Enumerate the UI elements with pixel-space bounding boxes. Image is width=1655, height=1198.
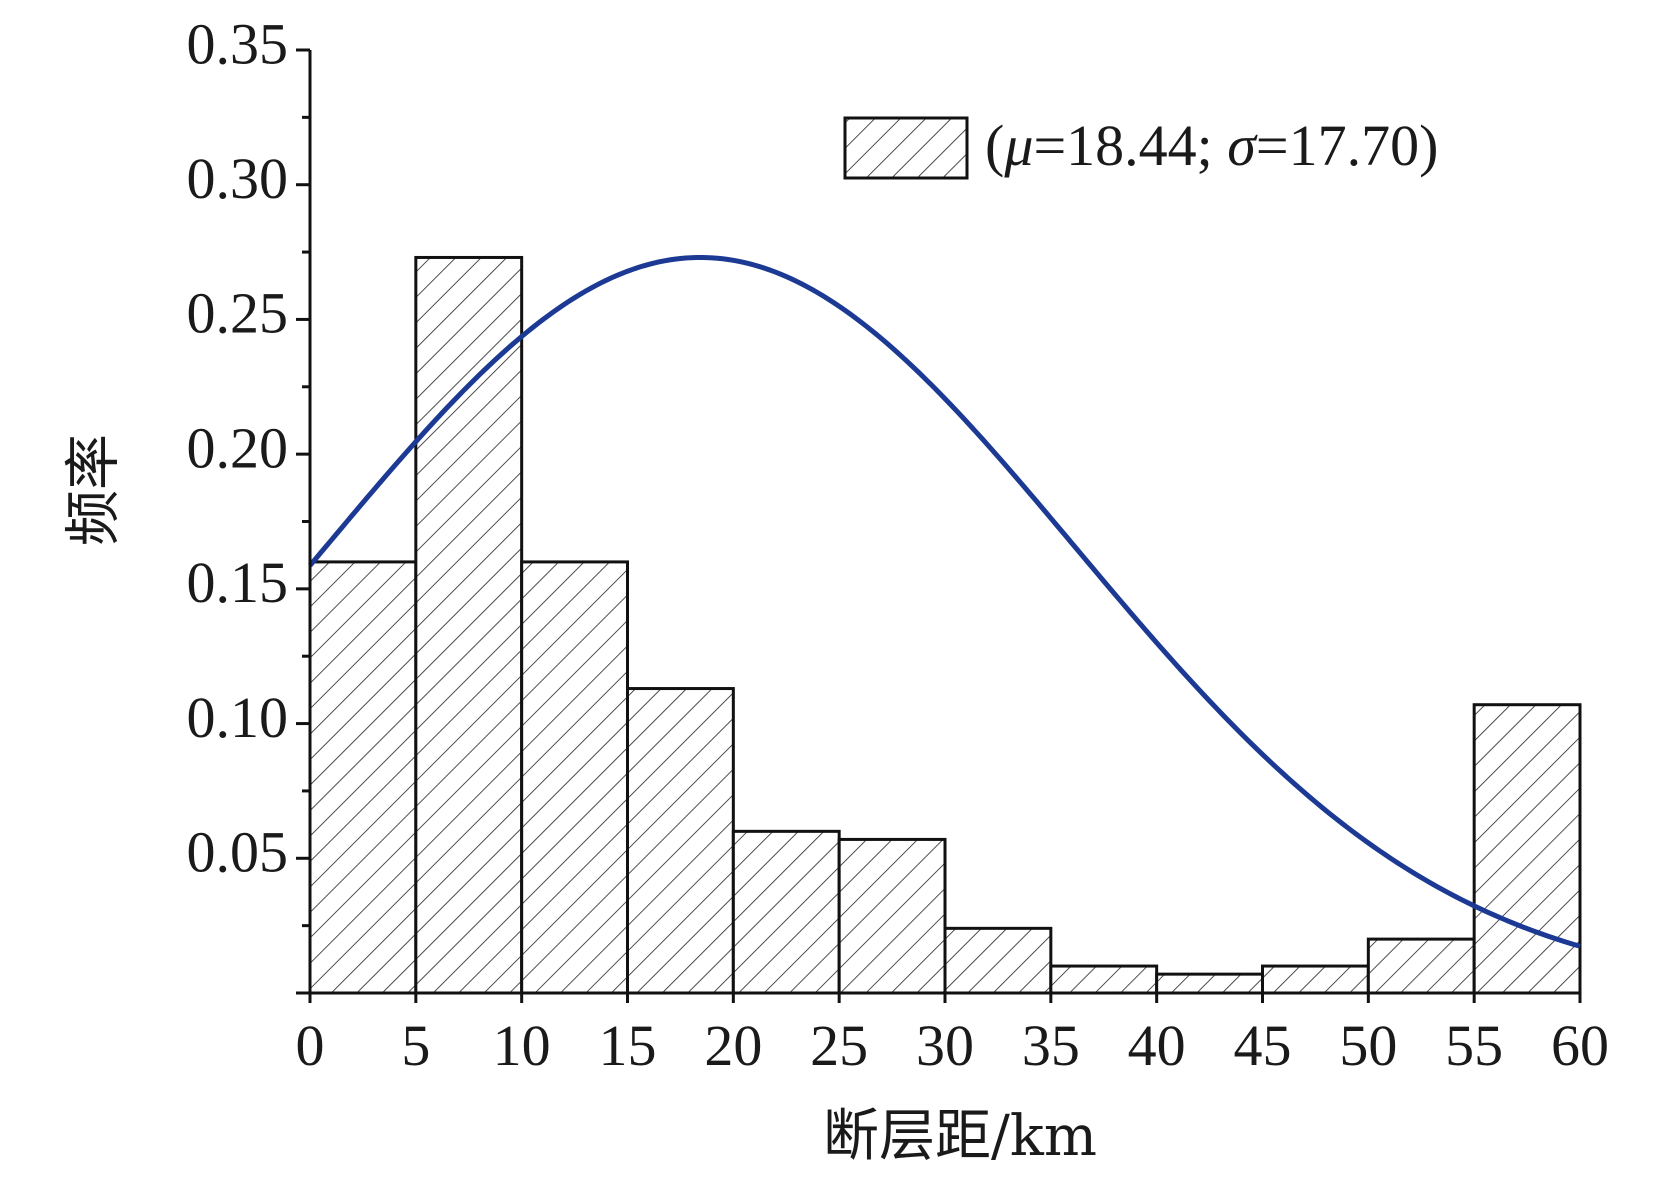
histogram-bars: [308, 255, 1582, 995]
x-tick-label: 15: [599, 1013, 657, 1078]
y-axis-ticks: 0.05 0.10 0.15 0.20 0.25 0.30 0.35: [187, 11, 310, 995]
x-tick-label: 60: [1551, 1013, 1609, 1078]
legend: (μ=18.44; σ=17.70): [843, 113, 1438, 180]
histogram-bar: [943, 926, 1053, 995]
y-tick-label: 0.35: [187, 11, 289, 76]
x-tick-label: 0: [296, 1013, 325, 1078]
x-axis-title: 断层距/km: [823, 1104, 1097, 1169]
histogram-bar: [414, 255, 524, 995]
x-tick-label: 35: [1022, 1013, 1080, 1078]
y-tick-label: 0.05: [187, 820, 289, 885]
y-tick-label: 0.20: [187, 415, 289, 480]
histogram-bar: [1261, 964, 1370, 995]
histogram-bar: [731, 829, 841, 995]
y-tick-label: 0.10: [187, 685, 289, 750]
histogram-bar: [520, 560, 630, 995]
histogram-bar: [1366, 937, 1476, 995]
y-tick-label: 0.15: [187, 550, 289, 615]
histogram-bar: [837, 837, 947, 995]
normal-distribution-curve: [308, 254, 1581, 949]
histogram-bar: [1155, 972, 1264, 995]
x-tick-label: 20: [704, 1013, 762, 1078]
y-tick-label: 0.30: [187, 146, 289, 211]
x-tick-label: 5: [401, 1013, 430, 1078]
x-tick-label: 40: [1128, 1013, 1186, 1078]
x-tick-label: 50: [1339, 1013, 1397, 1078]
legend-label: (μ=18.44; σ=17.70): [985, 113, 1438, 178]
histogram-bar: [1472, 703, 1582, 995]
x-axis-ticks: 0 5 10 15 20 25 30 35 40 45 50 55 60: [296, 993, 1609, 1078]
histogram-bar: [626, 687, 735, 995]
histogram-bar: [1049, 964, 1159, 995]
histogram-bar: [308, 560, 418, 995]
x-tick-label: 30: [916, 1013, 974, 1078]
x-tick-label: 55: [1445, 1013, 1503, 1078]
x-tick-label: 45: [1234, 1013, 1292, 1078]
x-tick-label: 10: [493, 1013, 551, 1078]
x-tick-label: 25: [810, 1013, 868, 1078]
legend-swatch: [843, 116, 969, 180]
y-tick-label: 0.25: [187, 281, 289, 346]
y-axis-title: 频率: [62, 434, 127, 546]
